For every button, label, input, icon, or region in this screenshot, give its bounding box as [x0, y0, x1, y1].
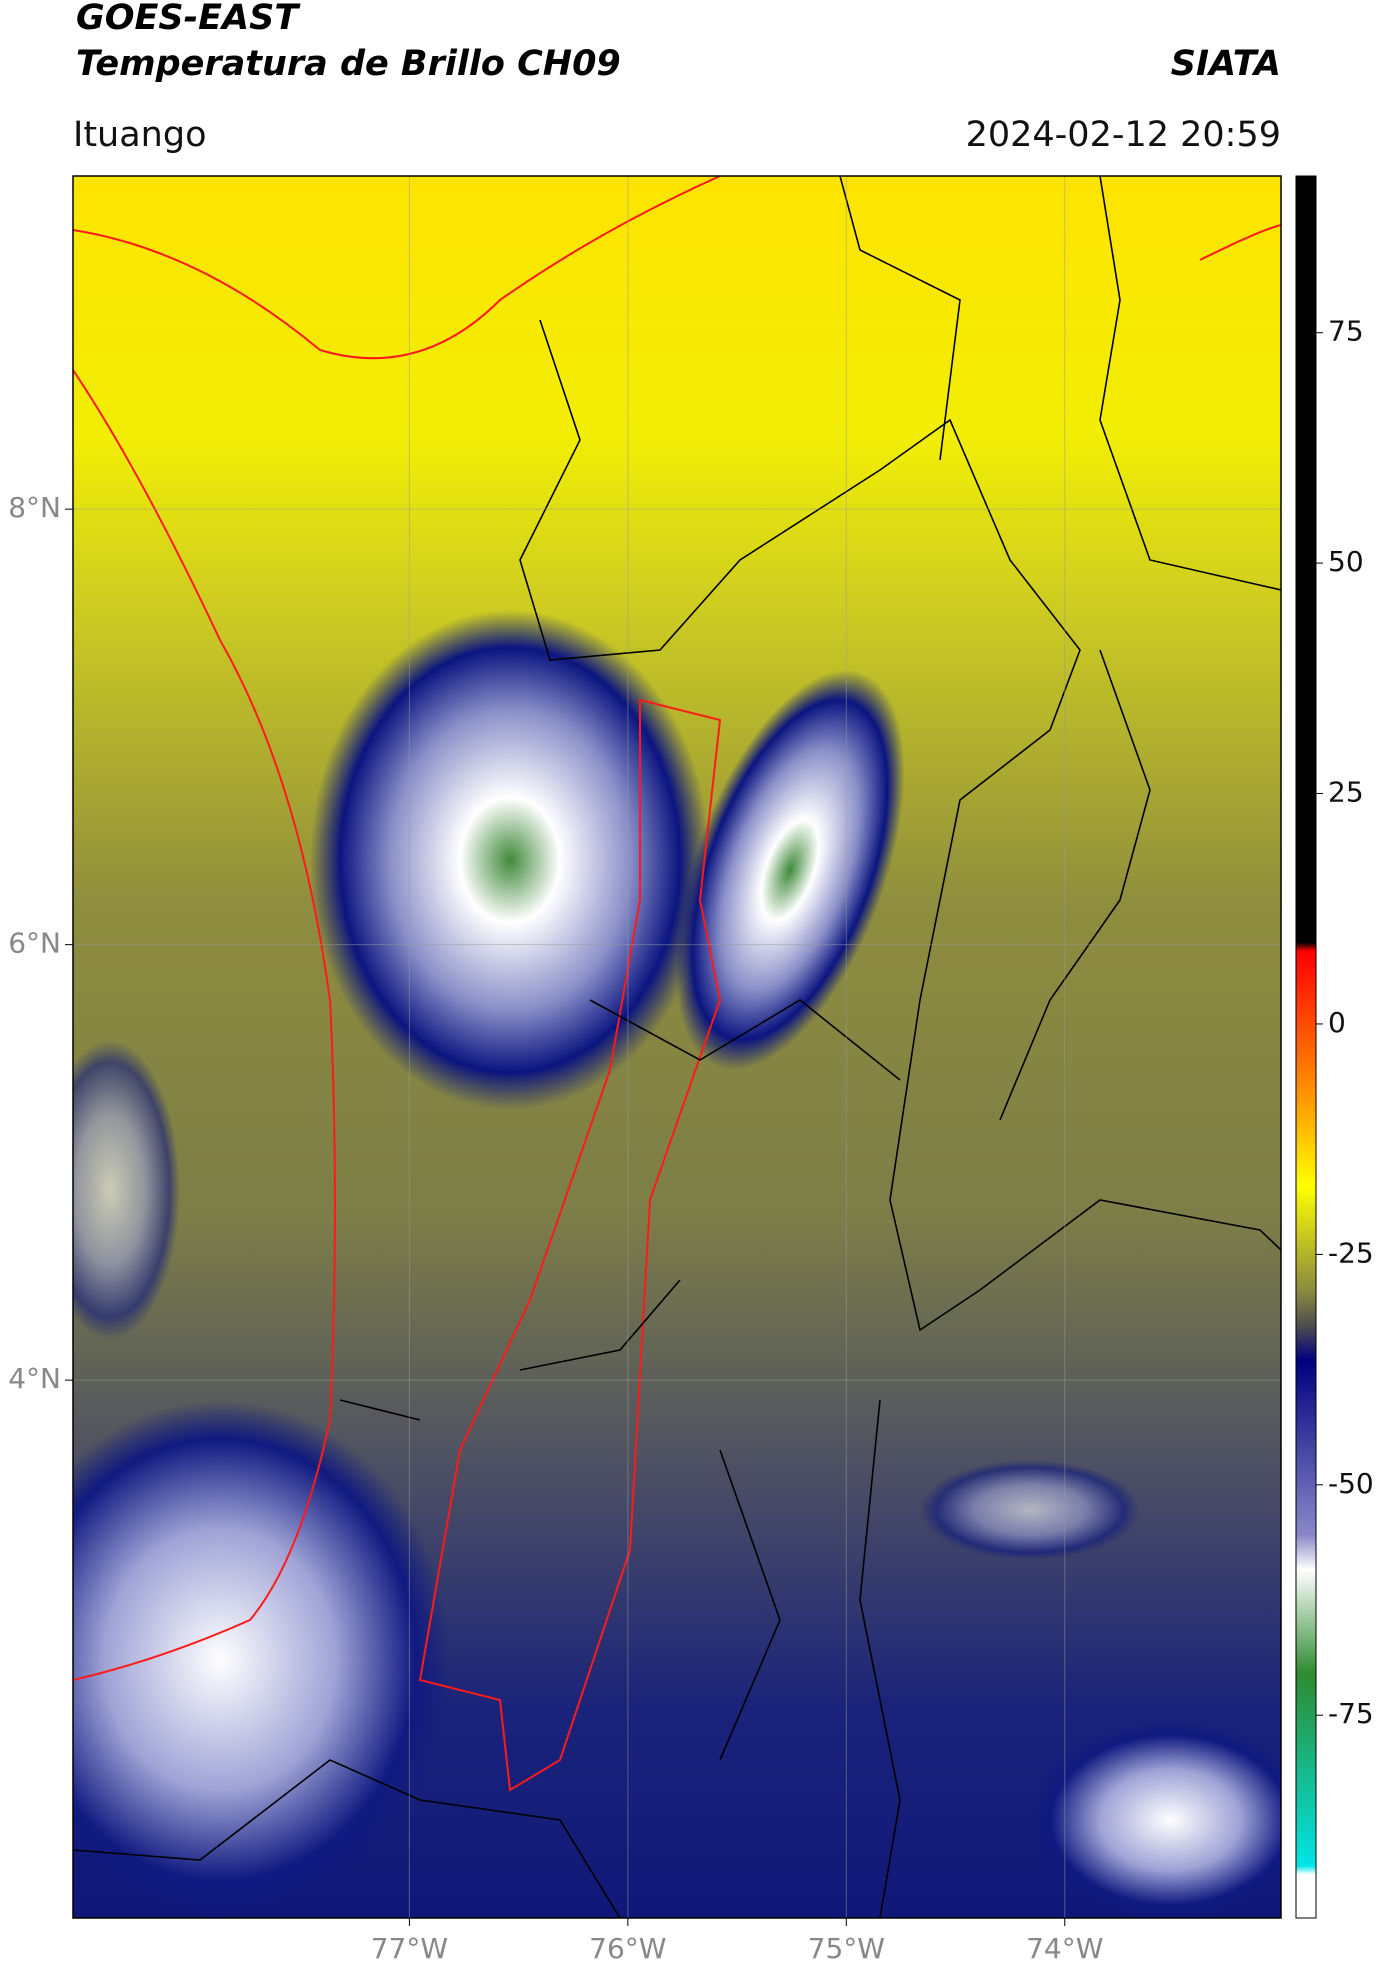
map-frame [72, 175, 1282, 1919]
cloud [1030, 1720, 1281, 1918]
x-tick-label: 75°W [808, 1932, 885, 1965]
x-tick-label: 74°W [1026, 1932, 1103, 1965]
cloud [73, 1400, 450, 1918]
y-tick-label: 4°N [8, 1362, 61, 1395]
x-tick-label: 76°W [589, 1932, 666, 1965]
cloud [73, 1040, 180, 1340]
x-tick-label: 77°W [371, 1932, 448, 1965]
colorbar-tick-label: 75 [1328, 315, 1364, 348]
map-image [73, 176, 1281, 1918]
cloud [310, 610, 710, 1110]
cloud [675, 670, 905, 1070]
location: Ituango [73, 115, 207, 155]
cloud [920, 1460, 1140, 1560]
timestamp: 2024-02-12 20:59 [966, 115, 1281, 155]
grid [73, 176, 1281, 1918]
colorbar-tick-label: -75 [1328, 1697, 1374, 1730]
colorbar-tick-label: -25 [1328, 1236, 1374, 1269]
subtitle: Temperatura de Brillo CH09 [76, 44, 621, 84]
y-tick-label: 8°N [8, 491, 61, 524]
colorbar-tick-label: -50 [1328, 1467, 1374, 1500]
colorbar-tick-label: 50 [1328, 545, 1364, 578]
colorbar-tick-label: 25 [1328, 776, 1364, 809]
border-black [73, 176, 1281, 1918]
y-tick-label: 6°N [8, 927, 61, 960]
title: GOES-EAST [76, 0, 301, 38]
colorbar [1295, 175, 1317, 1919]
source: SIATA [1171, 44, 1281, 84]
colorbar-tick-label: 0 [1328, 1006, 1346, 1039]
